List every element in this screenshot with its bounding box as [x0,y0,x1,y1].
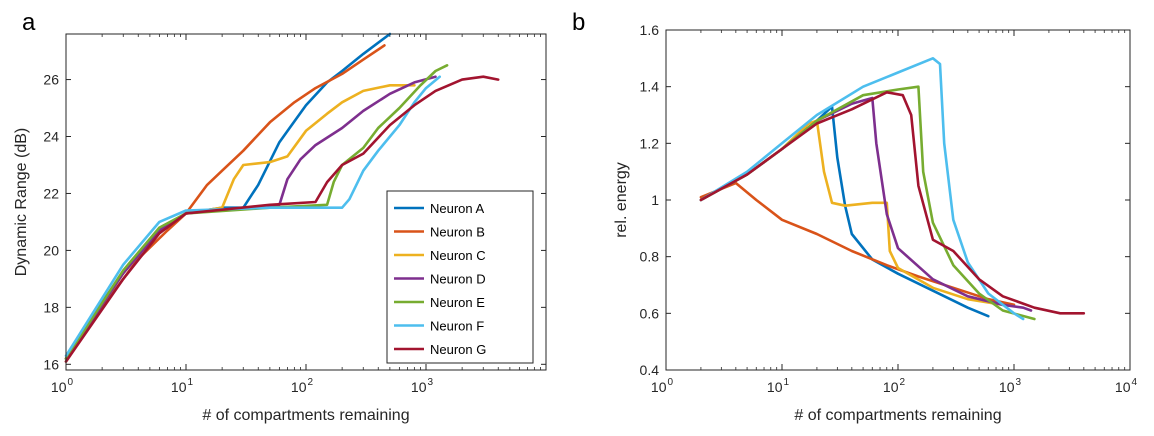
panel-a-xtick-label: 101 [171,377,194,395]
panel-a-ytick-label: 20 [43,242,59,258]
legend-entry-label: Neuron C [430,248,486,263]
panel-b-ytick-label: 0.4 [640,362,660,378]
panel-b-ytick-label: 0.6 [640,305,660,321]
panel-a-ylabel: Dynamic Range (dB) [13,128,30,277]
panel-b-xtick-exponent: 1 [784,377,790,388]
panel-b-ytick-label: 1.2 [640,135,660,151]
panel-b-frame [665,29,1131,371]
panel-a-ytick-label: 24 [43,129,59,145]
panel-b-series-neuron-g [699,91,1086,315]
panel-b-xlabel: # of compartments remaining [794,407,1001,424]
panel-b-xtick-label: 104 [1115,377,1138,395]
panel-b-series-neuron-f [699,57,1025,321]
panel-a-xtick-exponent: 3 [428,377,434,388]
panel-b-ytick-label: 1 [651,192,659,208]
panel-b-series [699,57,1086,321]
legend-box [386,190,534,364]
panel-b-xtick-exponent: 2 [900,377,906,388]
panel-b-ytick-label: 1.4 [640,79,660,95]
panel-b-xtick-exponent: 3 [1016,377,1022,388]
panel-a-xtick-label: 103 [411,377,434,395]
panel-b-series-neuron-b [699,181,1016,307]
panel-a-xtick-exponent: 2 [308,377,314,388]
panel-a-xtick-label: 100 [51,377,74,395]
panel-b-letter: b [572,9,585,36]
panel-a-series [64,32,500,363]
panel-b-plot-area [666,30,1130,370]
panel-b-ytick-label: 1.6 [640,22,660,38]
legend-entry-label: Neuron F [430,319,484,334]
panel-b-ylabel: rel. energy [613,162,630,238]
panel-a-xtick-label: 102 [291,377,314,395]
panel-b-xtick-label: 100 [651,377,674,395]
panel-b-xtick-label: 103 [999,377,1022,395]
panel-a-frame [65,33,547,371]
panel-b-xtick-exponent: 0 [668,377,674,388]
panel-a-xtick-exponent: 1 [188,377,194,388]
legend-entry-label: Neuron D [430,272,486,287]
panel-a-letter: a [22,9,36,36]
panel-b-xtick-label: 101 [767,377,790,395]
panel-b-xtick-label: 102 [883,377,906,395]
legend: Neuron A Neuron B Neuron C Neuron D Neuron E… [386,190,534,364]
panel-a-ytick-label: 18 [43,299,59,315]
panel-a-series-neuron-d [64,75,437,360]
panel-a-series-neuron-e [64,64,449,360]
panel-a-series-neuron-f [64,75,441,358]
panel-a-xlabel: # of compartments remaining [202,407,409,424]
panel-a-ytick-label: 22 [43,185,59,201]
panel-a-ytick-label: 26 [43,72,59,88]
legend-entry-label: Neuron A [430,201,485,216]
legend-entry-label: Neuron B [430,225,485,240]
panel-a-ytick-label: 16 [43,356,59,372]
panel-a-series-neuron-g [64,75,500,363]
panel-b-xtick-exponent: 4 [1132,377,1138,388]
legend-entry-label: Neuron G [430,342,486,357]
legend-entry-label: Neuron E [430,295,485,310]
panel-b-ytick-label: 0.8 [640,249,660,265]
panel-a-xtick-exponent: 0 [68,377,74,388]
